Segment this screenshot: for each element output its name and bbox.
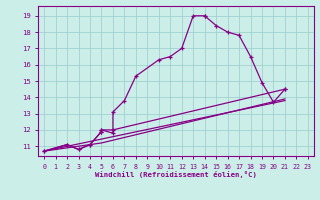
X-axis label: Windchill (Refroidissement éolien,°C): Windchill (Refroidissement éolien,°C) bbox=[95, 171, 257, 178]
